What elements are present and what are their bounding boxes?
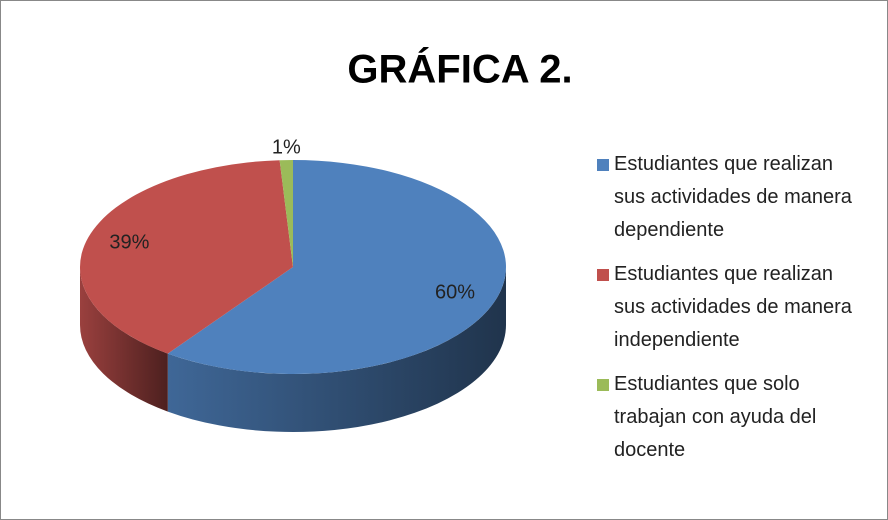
legend-item: Estudiantes que realizan sus actividades… [597, 148, 865, 247]
slice [167, 160, 507, 375]
slice-side [80, 267, 168, 412]
legend-label: Estudiantes que solo trabajan con ayuda … [614, 373, 817, 461]
legend-swatch [597, 379, 609, 391]
data-label: 1% [272, 136, 301, 158]
legend-swatch [597, 269, 609, 281]
slice-side [167, 267, 506, 432]
legend-label: Estudiantes que realizan sus actividades… [614, 153, 852, 241]
data-label: 60% [435, 282, 475, 304]
legend-item: Estudiantes que realizan sus actividades… [597, 258, 865, 357]
legend-swatch [597, 159, 609, 171]
slice [80, 160, 293, 354]
legend-label: Estudiantes que realizan sus actividades… [614, 263, 852, 351]
chart-title: GRÁFICA 2. [347, 47, 572, 92]
slice [279, 160, 293, 267]
legend-item: Estudiantes que solo trabajan con ayuda … [597, 368, 865, 467]
data-label: 39% [109, 231, 149, 253]
legend: Estudiantes que realizan sus actividades… [597, 148, 865, 478]
